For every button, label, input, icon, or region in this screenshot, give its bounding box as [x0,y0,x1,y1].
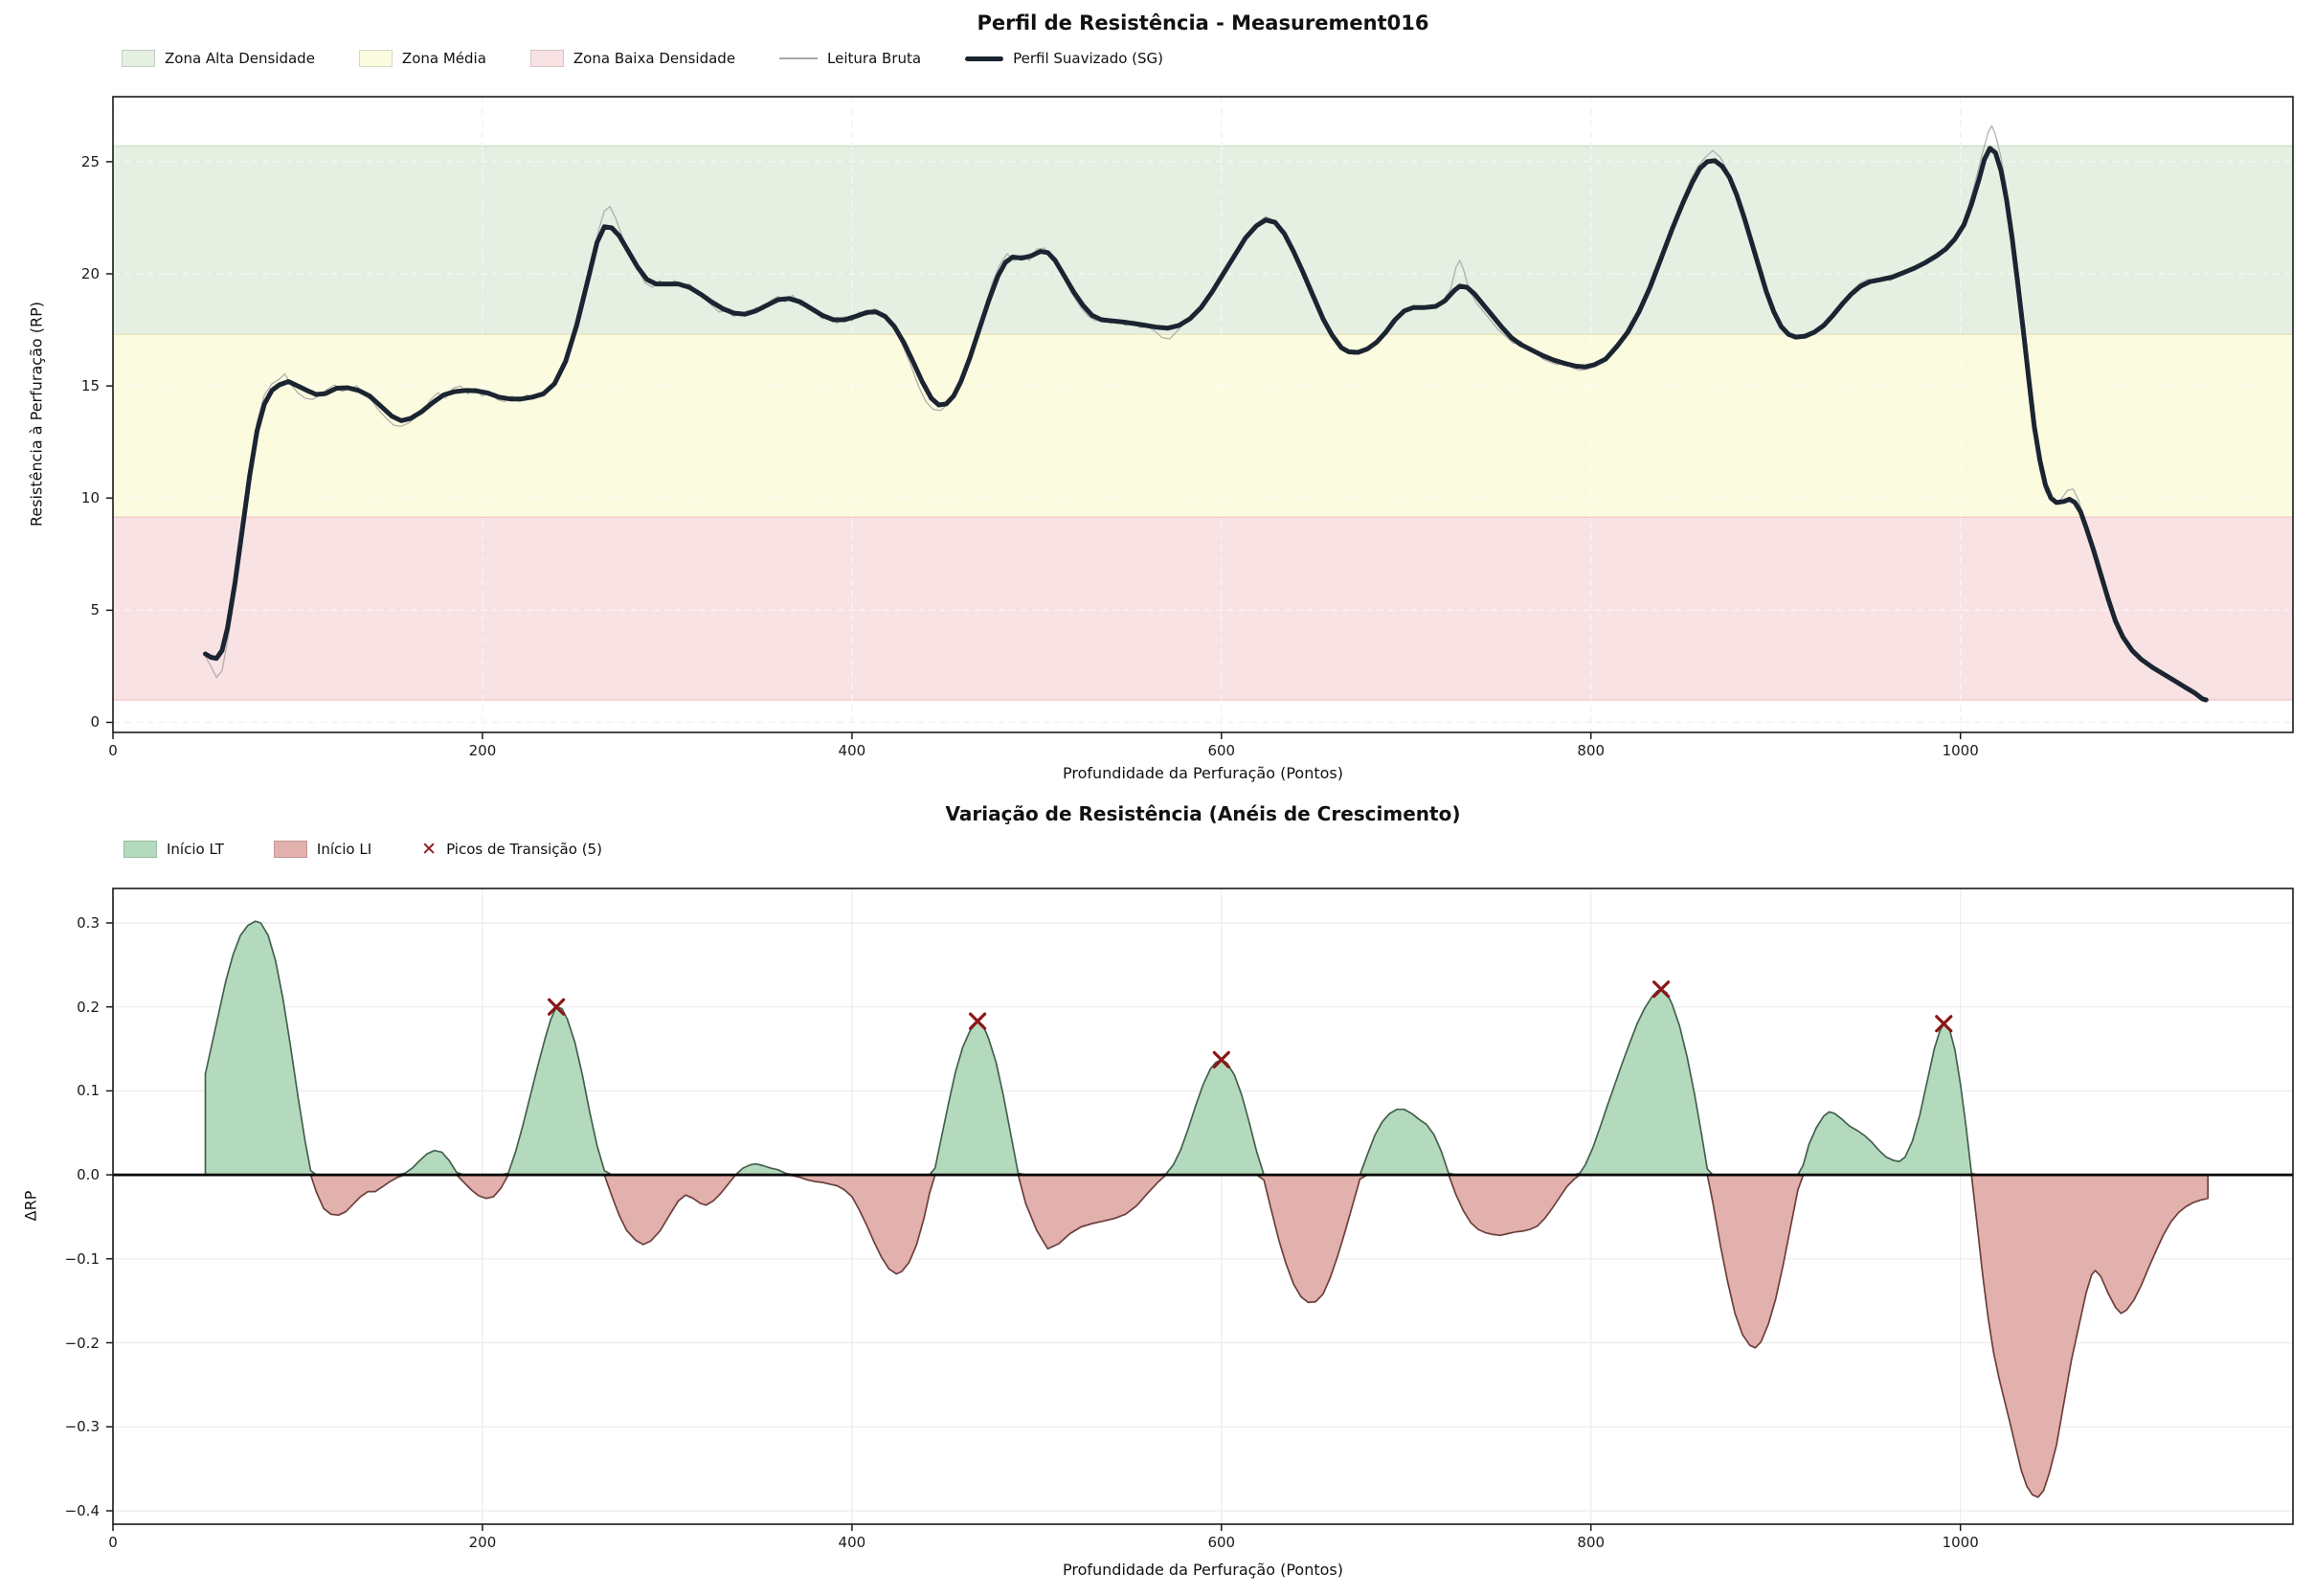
top-y-tick-label: 15 [80,377,100,395]
bottom-x-tick-label: 600 [1207,1534,1236,1551]
bottom-y-tick-label: 0.0 [77,1166,100,1184]
top-chart-title: Perfil de Resistência - Measurement016 [977,11,1429,34]
bottom-chart-title: Variação de Resistência (Anéis de Cresci… [945,802,1461,825]
bottom-y-tick-label: −0.1 [64,1249,100,1268]
legend-label: Início LI [316,841,372,858]
top-y-tick-label: 5 [90,601,100,619]
legend-patch-icon [529,50,564,67]
top-x-tick-label: 800 [1577,742,1606,759]
bottom-x-tick-label: 400 [838,1534,866,1551]
legend-label: Zona Média [401,50,486,67]
bottom-chart-legend: Início LT Início LI ✕ Picos de Transição (5… [124,839,602,860]
legend-item: Zona Média [358,50,486,67]
legend-line-icon [779,57,819,59]
top-y-tick-label: 20 [80,265,100,283]
top-x-tick-label: 0 [108,742,118,759]
bottom-y-tick-label: 0.3 [77,913,100,932]
legend-thick-line-icon [965,56,1004,61]
bottom-y-tick-label: −0.3 [64,1418,100,1436]
legend-label: Leitura Bruta [827,50,922,67]
legend-item: Perfil Suavizado (SG) [965,50,1163,67]
bottom-y-tick-label: 0.1 [77,1082,100,1100]
bottom-y-tick-label: −0.4 [64,1501,100,1519]
legend-item: ✕ Picos de Transição (5) [421,839,602,860]
top-y-tick-label: 25 [80,152,100,170]
top-x-axis-label: Profundidade da Perfuração (Pontos) [1062,764,1343,782]
legend-item: Leitura Bruta [779,50,921,67]
x-marker-icon: ✕ [421,839,438,860]
legend-patch-icon [273,841,307,858]
legend-label: Picos de Transição (5) [446,841,602,858]
legend-label: Perfil Suavizado (SG) [1013,50,1164,67]
top-y-tick-label: 10 [80,489,100,507]
legend-item: Zona Alta Densidade [122,50,315,67]
top-x-tick-label: 600 [1207,742,1236,759]
legend-item: Início LT [124,841,224,858]
legend-patch-icon [358,50,393,67]
bottom-x-tick-label: 800 [1577,1534,1606,1551]
bottom-x-tick-label: 200 [468,1534,497,1551]
top-x-tick-label: 1000 [1942,742,1979,759]
bottom-y-tick-label: −0.2 [64,1334,100,1352]
legend-label: Zona Alta Densidade [165,50,315,67]
bottom-y-tick-label: 0.2 [77,998,100,1016]
legend-item: Zona Baixa Densidade [529,50,736,67]
bottom-x-tick-label: 1000 [1942,1534,1979,1551]
legend-patch-icon [122,50,155,67]
top-x-tick-label: 200 [468,742,497,759]
legend-item: Início LI [273,841,372,858]
legend-patch-icon [124,841,157,858]
bottom-x-axis-label: Profundidade da Perfuração (Pontos) [1062,1561,1343,1579]
top-chart-legend: Zona Alta Densidade Zona Média Zona Baixa … [122,50,1163,67]
top-x-tick-label: 400 [838,742,866,759]
bottom-x-tick-label: 0 [108,1534,118,1551]
legend-label: Zona Baixa Densidade [573,50,736,67]
top-y-tick-label: 0 [90,713,100,731]
legend-label: Início LT [167,841,224,858]
